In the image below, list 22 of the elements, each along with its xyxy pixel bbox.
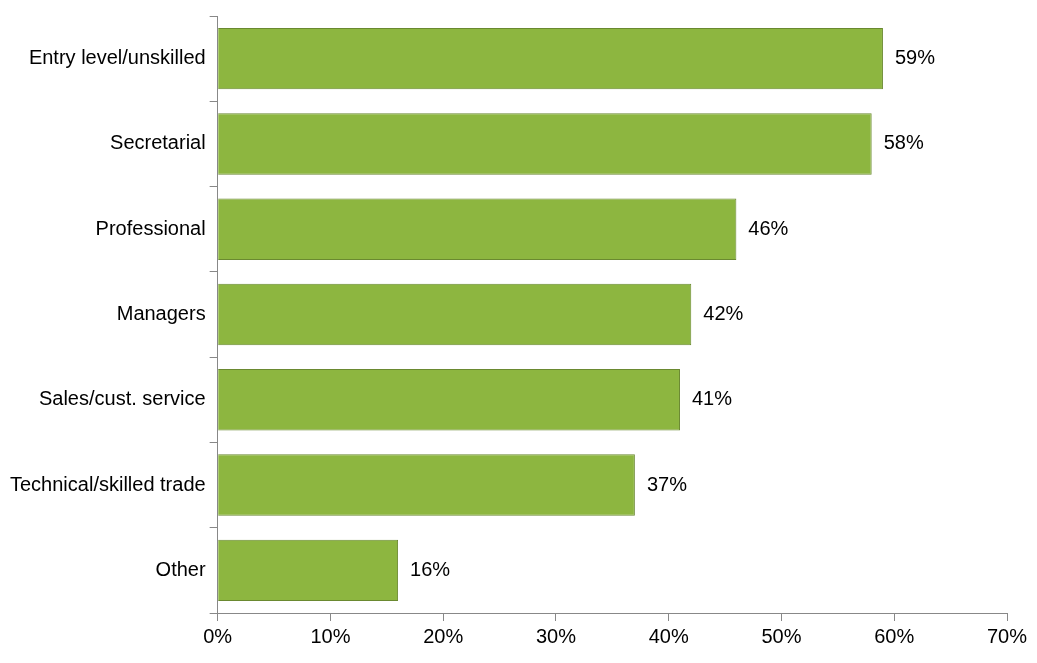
y-tick-label: Secretarial [110,131,206,154]
data-label: 41% [691,387,733,410]
data-label: 59% [894,46,936,69]
x-tick-label: 20% [423,624,464,647]
y-tick-label: Entry level/unskilled [28,46,206,69]
y-tick-label: Sales/cust. service [38,387,206,410]
x-tick-label: 70% [986,624,1028,647]
x-tick-label: 0% [203,624,233,647]
x-tick-label: 30% [535,624,577,647]
y-tick-label: Professional [95,216,206,239]
x-tick-label: 50% [761,624,802,647]
data-label: 37% [646,472,688,495]
y-tick-label: Technical/skilled trade [10,472,206,495]
y-tick-label: Other [155,557,206,580]
data-label: 42% [703,302,744,325]
data-label: 46% [748,216,789,239]
x-tick-label: 10% [310,624,351,647]
y-tick-label: Managers [116,302,206,325]
x-tick-label: 40% [648,624,689,647]
x-tick-label: 60% [874,624,915,647]
data-label: 16% [410,557,451,580]
data-label: 58% [883,131,924,154]
